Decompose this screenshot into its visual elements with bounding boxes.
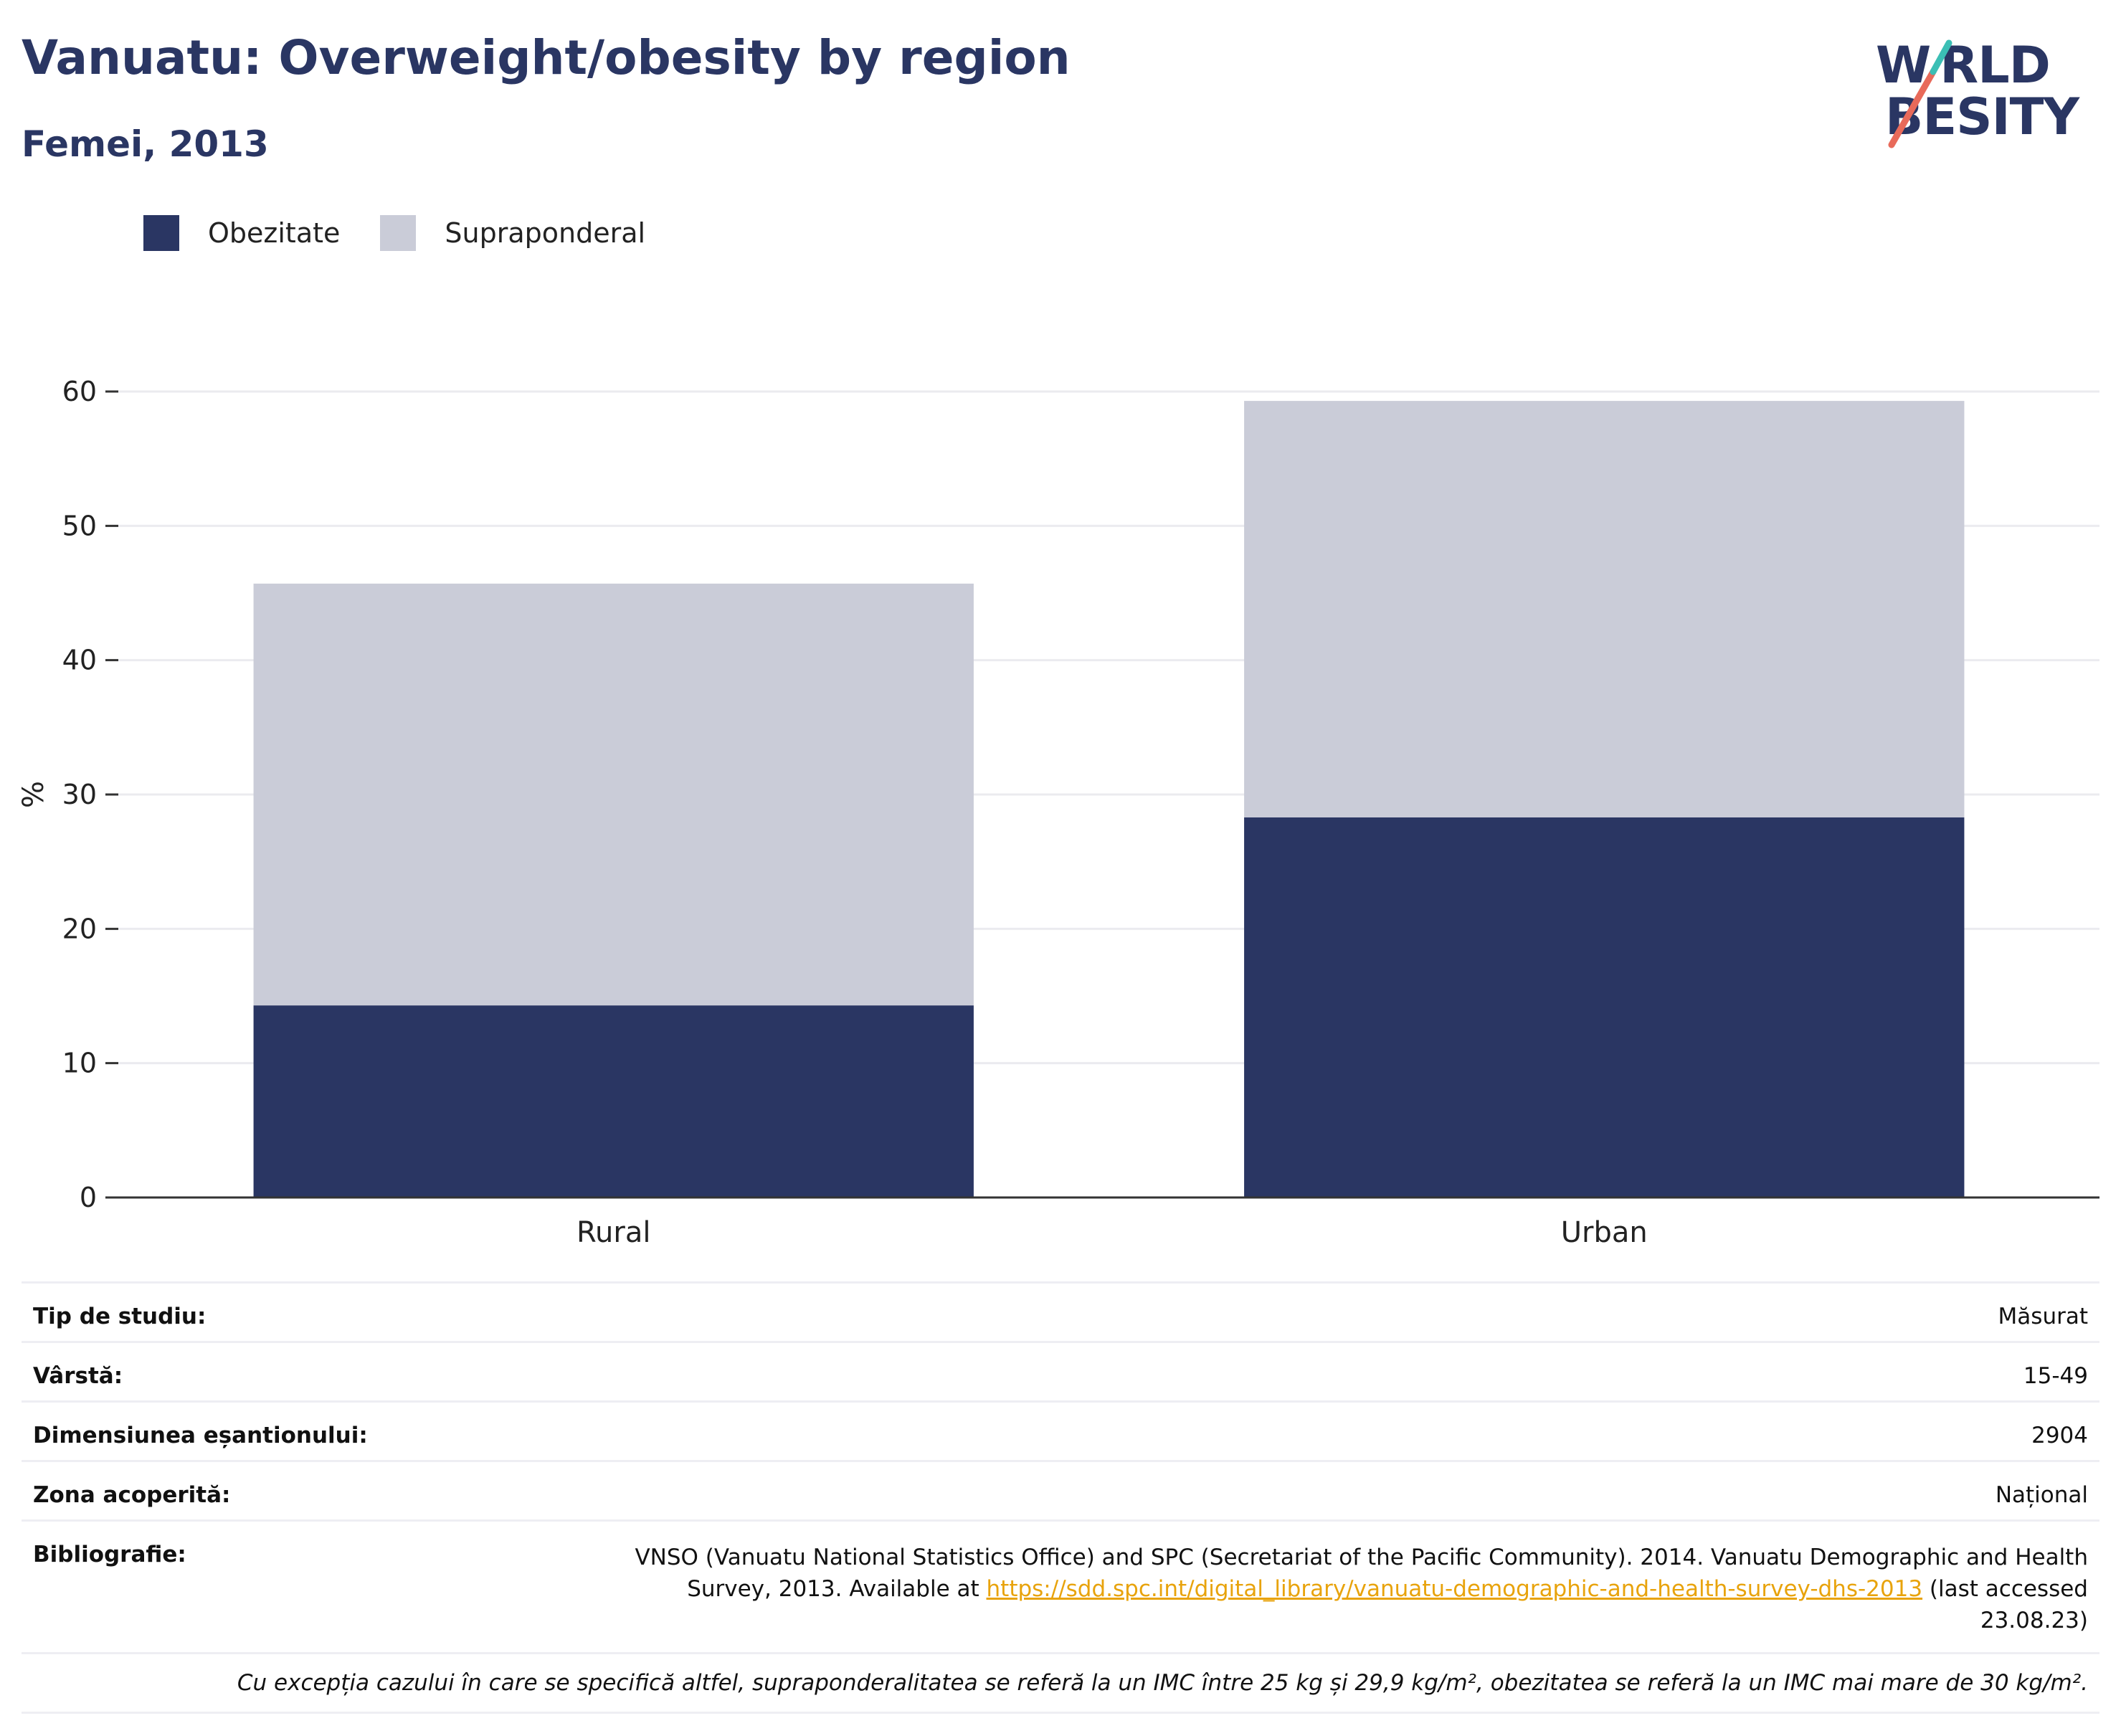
legend-swatch-overweight <box>380 215 417 251</box>
meta-label: Tip de studiu: <box>33 1304 207 1329</box>
meta-value: 15-49 <box>2023 1363 2088 1389</box>
world-obesity-logo: W RLD BESITY <box>1836 22 2101 151</box>
x-tick-label: Rural <box>576 1216 650 1248</box>
meta-value: Național <box>1995 1482 2088 1508</box>
meta-value: 2904 <box>2031 1423 2088 1448</box>
y-tick-label: 0 <box>80 1182 97 1213</box>
meta-label: Dimensiunea eșantionului: <box>33 1423 368 1448</box>
legend-label-overweight: Supraponderal <box>445 217 646 249</box>
logo-line-1: W RLD <box>1876 36 2051 95</box>
bibliography-link[interactable]: https://sdd.spc.int/digital_library/vanu… <box>986 1576 1923 1602</box>
legend-item-obesity: Obezitate <box>143 215 340 251</box>
y-tick-label: 50 <box>62 510 97 541</box>
metadata-table: Tip de studiu: Măsurat Vârstă: 15-49 Dim… <box>22 1281 2099 1714</box>
logo-slash-icon <box>1888 39 1952 148</box>
meta-row-study-type: Tip de studiu: Măsurat <box>22 1281 2099 1341</box>
bar-overweight-rural <box>253 583 974 1006</box>
bibliography-pre: VNSO (Vanuatu National Statistics Office… <box>635 1545 2088 1602</box>
meta-label: Zona acoperită: <box>33 1482 231 1508</box>
chart-legend: Obezitate Supraponderal <box>143 215 685 251</box>
legend-label-obesity: Obezitate <box>208 217 341 249</box>
meta-row-area: Zona acoperită: Național <box>22 1460 2099 1519</box>
y-tick-label: 60 <box>62 376 97 407</box>
meta-row-sample-size: Dimensiunea eșantionului: 2904 <box>22 1400 2099 1460</box>
y-tick-label: 40 <box>62 645 97 676</box>
page-title: Vanuatu: Overweight/obesity by region <box>22 30 1071 85</box>
footnote: Cu excepția cazului în care se specifică… <box>22 1652 2099 1714</box>
meta-label: Bibliografie: <box>33 1542 186 1567</box>
bar-obesity-rural <box>253 1005 974 1197</box>
y-tick-label: 20 <box>62 913 97 944</box>
page-subtitle: Femei, 2013 <box>22 123 269 165</box>
meta-label: Vârstă: <box>33 1363 123 1389</box>
y-tick-label: 10 <box>62 1048 97 1079</box>
meta-value: Măsurat <box>1998 1304 2088 1329</box>
bibliography-text: VNSO (Vanuatu National Statistics Office… <box>611 1542 2088 1636</box>
legend-swatch-obesity <box>143 215 179 251</box>
meta-row-bibliography: Bibliografie: VNSO (Vanuatu National Sta… <box>22 1519 2099 1652</box>
bibliography-post: (last accessed 23.08.23) <box>1922 1576 2088 1633</box>
bar-overweight-urban <box>1244 401 1965 817</box>
x-tick-label: Urban <box>1561 1216 1648 1248</box>
y-tick-label: 30 <box>62 779 97 810</box>
meta-row-age: Vârstă: 15-49 <box>22 1341 2099 1400</box>
bar-obesity-urban <box>1244 817 1965 1197</box>
legend-item-overweight: Supraponderal <box>380 215 645 251</box>
y-axis-label: % <box>17 781 50 808</box>
bar-chart: 0 10 20 30 40 50 60 Rural Urban% <box>17 376 2099 1248</box>
